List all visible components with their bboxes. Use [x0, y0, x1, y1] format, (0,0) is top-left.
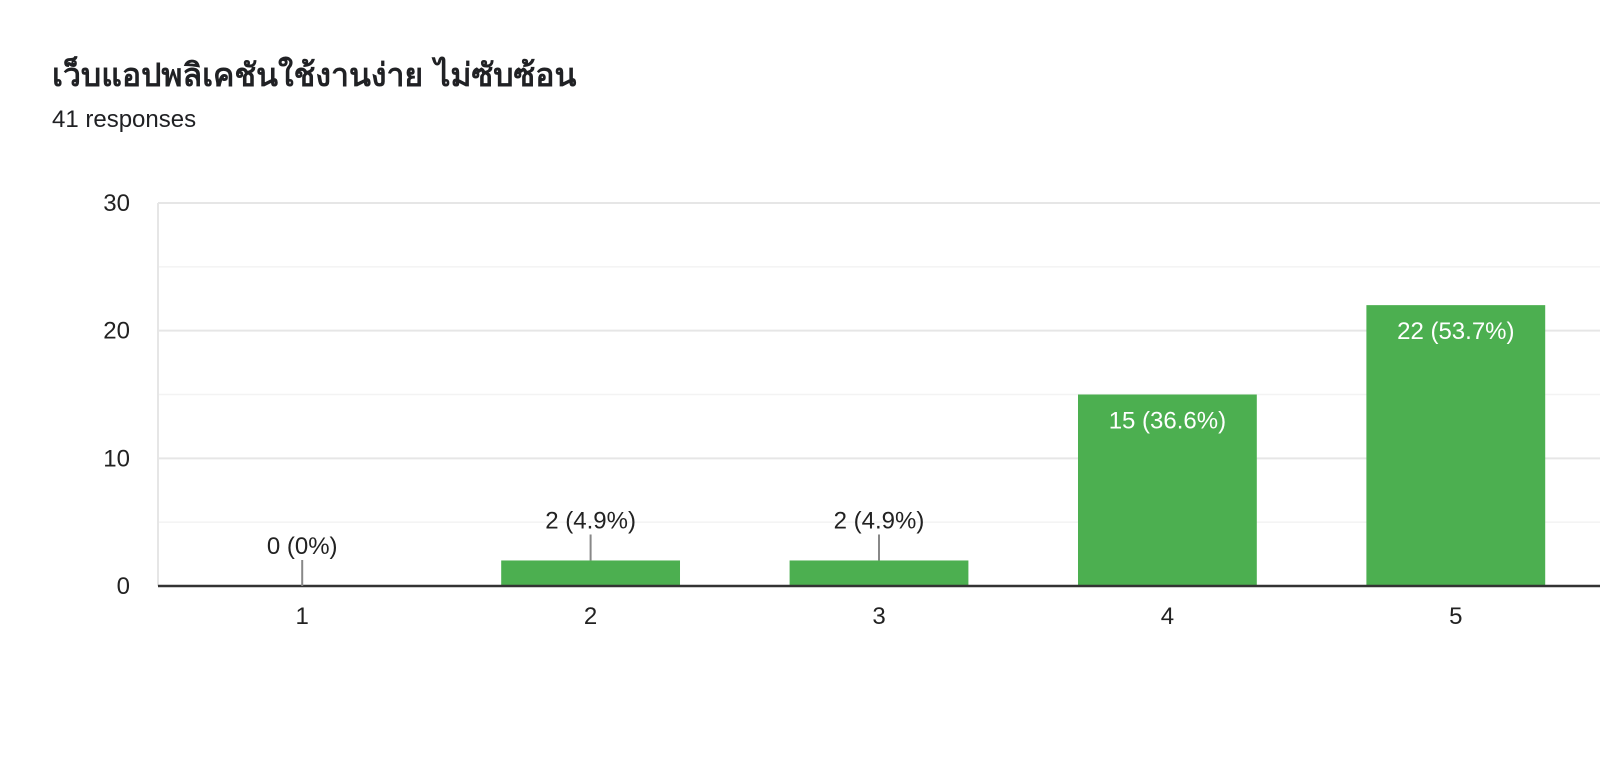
bar [1366, 305, 1546, 586]
x-tick-label: 4 [1161, 603, 1174, 630]
x-tick-label: 5 [1449, 603, 1462, 630]
data-label: 2 (4.9%) [834, 507, 925, 534]
bars-layer [501, 305, 1546, 586]
grid-layer [157, 202, 1600, 586]
y-tick-label: 10 [103, 445, 130, 472]
y-tick-label: 30 [103, 190, 130, 217]
x-tick-label: 1 [296, 603, 309, 630]
labels-layer: 0 (0%) 2 (4.9%) 2 (4.9%) 15 (36.6%) 22 (53.7… [267, 318, 1515, 586]
bar [501, 560, 681, 586]
data-label: 2 (4.9%) [545, 507, 636, 534]
y-tick-label: 20 [103, 318, 130, 345]
data-label: 15 (36.6%) [1109, 408, 1226, 435]
x-tick-label: 2 [584, 603, 597, 630]
bar [1077, 394, 1257, 586]
data-label: 0 (0%) [267, 533, 338, 560]
response-count: 41 responses [52, 106, 197, 133]
axis-layer: 0 10 20 30 1 2 3 4 5 [103, 190, 1600, 630]
chart-title: เว็บแอปพลิเคชันใช้งานง่าย ไม่ซับซ้อน [52, 56, 577, 94]
data-label: 22 (53.7%) [1397, 318, 1514, 345]
x-tick-label: 3 [872, 603, 885, 630]
bar [789, 560, 969, 586]
y-tick-label: 0 [117, 573, 130, 600]
